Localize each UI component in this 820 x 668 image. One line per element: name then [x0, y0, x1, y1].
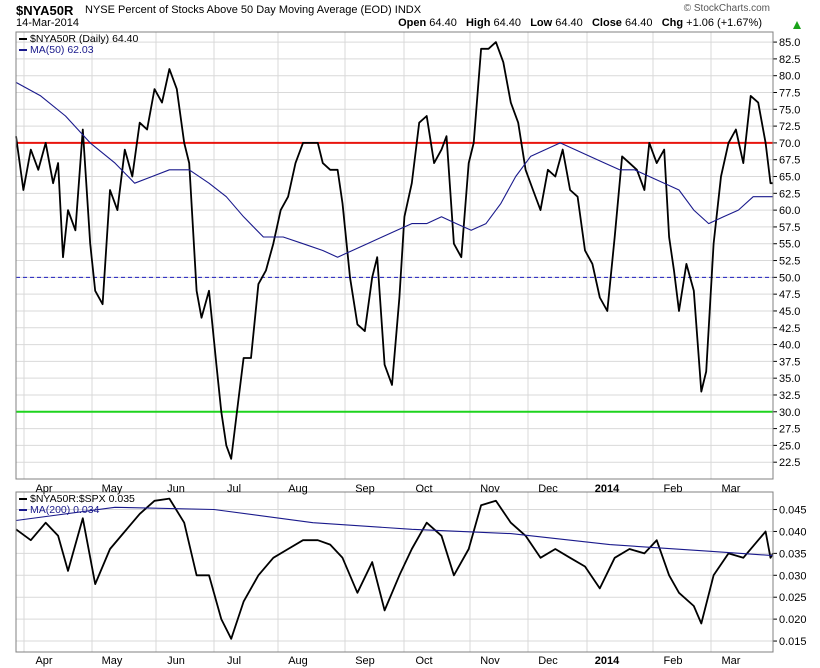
- top-xtick-label: Aug: [288, 483, 308, 495]
- bottom-xtick-label: Oct: [415, 655, 432, 667]
- bottom-xtick-label: 2014: [595, 655, 620, 667]
- bottom-legend-label: MA(200) 0.034: [30, 504, 100, 516]
- top-xtick-label: Nov: [480, 483, 500, 495]
- low-value: 64.40: [555, 17, 583, 29]
- bottom-legend-label: $NYA50R:$SPX 0.035: [30, 493, 135, 505]
- bottom-ytick-label: 0.030: [779, 570, 807, 582]
- chart-description: NYSE Percent of Stocks Above 50 Day Movi…: [85, 4, 422, 16]
- top-ytick-label: 70.0: [779, 138, 800, 150]
- low-label: Low: [530, 17, 553, 29]
- top-ytick-label: 52.5: [779, 256, 800, 268]
- top-xtick-label: Oct: [415, 483, 432, 495]
- close-label: Close: [591, 17, 622, 29]
- top-ytick-label: 22.5: [779, 457, 800, 469]
- top-xtick-label: May: [102, 483, 123, 495]
- top-ytick-label: 60.0: [779, 205, 800, 217]
- top-xtick-label: Feb: [664, 483, 683, 495]
- top-ytick-label: 27.5: [779, 424, 800, 436]
- top-ytick-label: 37.5: [779, 356, 800, 368]
- top-ytick-label: 50.0: [779, 272, 800, 284]
- top-ytick-label: 67.5: [779, 155, 800, 167]
- bottom-frame: [15, 491, 774, 653]
- top-ytick-label: 42.5: [779, 323, 800, 335]
- top-ytick-label: 55.0: [779, 239, 800, 251]
- top-xtick-label: Mar: [722, 483, 741, 495]
- top-legend-label: $NYA50R (Daily) 64.40: [30, 33, 139, 45]
- top-ytick-label: 75.0: [779, 104, 800, 116]
- top-xtick-label: Jun: [167, 483, 185, 495]
- top-ytick-label: 80.0: [779, 71, 800, 83]
- open-label: Open: [398, 17, 427, 29]
- top-ytick-label: 35.0: [779, 373, 800, 385]
- close-value: 64.40: [625, 17, 653, 29]
- top-ytick-label: 82.5: [779, 54, 800, 66]
- top-ytick-label: 30.0: [779, 407, 800, 419]
- chg-value: +1.06 (+1.67%): [686, 17, 762, 29]
- bottom-xtick-label: Sep: [355, 655, 375, 667]
- bottom-ytick-label: 0.045: [779, 505, 807, 517]
- top-frame: [15, 31, 774, 480]
- top-ytick-label: 65.0: [779, 172, 800, 184]
- top-ytick-label: 25.0: [779, 440, 800, 452]
- chart-symbol: $NYA50R: [16, 3, 74, 18]
- top-xtick-label: Jul: [227, 483, 241, 495]
- high-value: 64.40: [493, 17, 522, 29]
- bottom-xtick-label: Feb: [664, 655, 683, 667]
- top-ytick-label: 57.5: [779, 222, 800, 234]
- top-ytick-label: 32.5: [779, 390, 800, 402]
- top-ytick-label: 62.5: [779, 188, 800, 200]
- bottom-xtick-label: Mar: [722, 655, 741, 667]
- top-ytick-label: 40.0: [779, 340, 800, 352]
- top-series-price: [15, 41, 773, 460]
- bottom-ytick-label: 0.020: [779, 614, 807, 626]
- top-ytick-label: 45.0: [779, 306, 800, 318]
- brand-label[interactable]: © StockCharts.com: [683, 3, 770, 14]
- bottom-ytick-label: 0.015: [779, 636, 807, 648]
- bottom-xtick-label: Apr: [35, 655, 52, 667]
- top-xtick-label: Apr: [35, 483, 52, 495]
- ohlc-readout: Open 64.40 High 64.40 Low 64.40 Close 64…: [398, 17, 762, 29]
- top-xtick-label: Dec: [538, 483, 558, 495]
- top-xtick-label: 2014: [595, 483, 620, 495]
- top-ytick-label: 77.5: [779, 87, 800, 99]
- top-xtick-label: Sep: [355, 483, 375, 495]
- chart-date: 14-Mar-2014: [16, 17, 79, 29]
- top-ytick-label: 72.5: [779, 121, 800, 133]
- up-arrow-icon: [793, 21, 801, 29]
- top-ytick-label: 85.0: [779, 37, 800, 49]
- bottom-xtick-label: Nov: [480, 655, 500, 667]
- bottom-xtick-label: May: [102, 655, 123, 667]
- bottom-ytick-label: 0.025: [779, 592, 807, 604]
- bottom-series-price: [15, 497, 774, 640]
- top-series-ma: [15, 81, 773, 258]
- top-ytick-label: 47.5: [779, 289, 800, 301]
- bottom-xtick-label: Aug: [288, 655, 308, 667]
- high-label: High: [465, 17, 491, 29]
- chg-label: Chg: [661, 17, 684, 29]
- bottom-xtick-label: Jul: [227, 655, 241, 667]
- bottom-series-ma: [15, 506, 774, 557]
- bottom-ytick-label: 0.040: [779, 526, 807, 538]
- open-value: 64.40: [429, 17, 457, 29]
- top-legend-label: MA(50) 62.03: [30, 44, 94, 56]
- bottom-xtick-label: Jun: [167, 655, 185, 667]
- bottom-ytick-label: 0.035: [779, 548, 807, 560]
- bottom-xtick-label: Dec: [538, 655, 558, 667]
